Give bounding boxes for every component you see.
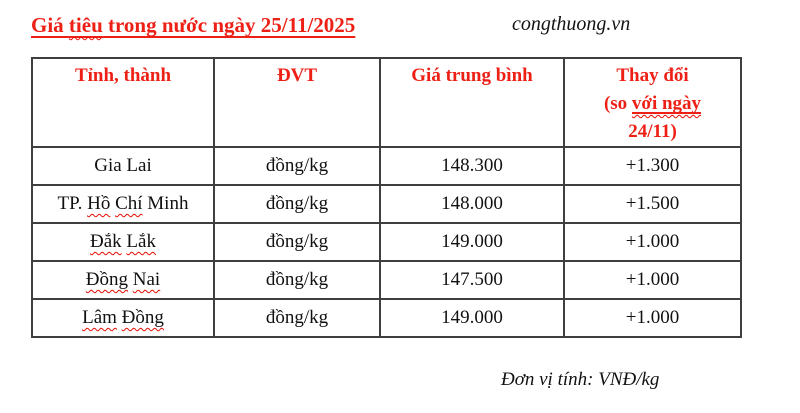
header-line: 24/11) (628, 121, 677, 142)
cell-avg-price: 149.000 (379, 222, 565, 262)
cell-avg-price: 148.000 (379, 184, 565, 224)
table-row: Gia Lai đồng/kg 148.300 +1.300 (31, 146, 742, 186)
title-misspelled-word: tiêu (68, 13, 103, 37)
cell-unit: đồng/kg (213, 298, 381, 338)
cell-province: Đồng Nai (31, 260, 215, 300)
spellcheck-squiggle: Chí (115, 193, 143, 214)
cell-change: +1.000 (563, 298, 742, 338)
cell-province: Lâm Đồng (31, 298, 215, 338)
cell-change: +1.000 (563, 222, 742, 262)
col-header-avg-price: Giá trung bình (379, 57, 565, 148)
cell-unit: đồng/kg (213, 222, 381, 262)
header-line: Thay đổi (616, 65, 689, 86)
cell-avg-price: 148.300 (379, 146, 565, 186)
cell-unit: đồng/kg (213, 260, 381, 300)
cell-province: TP. Hồ Chí Minh (31, 184, 215, 224)
col-header-unit: ĐVT (213, 57, 381, 148)
cell-change: +1.000 (563, 260, 742, 300)
spellcheck-squiggle: Nai (132, 269, 161, 290)
title-text-pre: Giá (31, 13, 69, 37)
cell-province: Đắk Lắk (31, 222, 215, 262)
site-watermark: congthuong.vn (512, 13, 631, 35)
col-header-province: Tỉnh, thành (31, 57, 215, 148)
cell-change: +1.500 (563, 184, 742, 224)
spellcheck-squiggle: Đồng (121, 307, 164, 328)
header-line: ĐVT (276, 65, 318, 86)
spellcheck-squiggle: Lắk (126, 231, 156, 252)
spellcheck-squiggle: Đồng (85, 269, 129, 290)
cell-avg-price: 149.000 (379, 298, 565, 338)
spellcheck-squiggle: với ngày (631, 93, 702, 114)
spellcheck-squiggle: Đắk (90, 231, 122, 252)
table-header-row: Tỉnh, thành ĐVT Giá trung bình Thay đổi (so … (31, 57, 742, 148)
price-table: Tỉnh, thành ĐVT Giá trung bình Thay đổi (so … (31, 57, 742, 338)
table-row: Đồng Nai đồng/kg 147.500 +1.000 (31, 260, 742, 300)
spellcheck-squiggle: Hồ (87, 193, 111, 214)
title-text-post: trong nước ngày 25/11/2025 (102, 13, 356, 37)
unit-note: Đơn vị tính: VNĐ/kg (501, 369, 660, 390)
cell-province: Gia Lai (31, 146, 215, 186)
cell-unit: đồng/kg (213, 146, 381, 186)
cell-unit: đồng/kg (213, 184, 381, 224)
cell-change: +1.300 (563, 146, 742, 186)
header-line: (so với ngày (603, 93, 702, 114)
page-title: Giá tiêu trong nước ngày 25/11/2025 (31, 13, 355, 38)
header-line: Tỉnh, thành (74, 65, 172, 86)
cell-avg-price: 147.500 (379, 260, 565, 300)
table-row: TP. Hồ Chí Minh đồng/kg 148.000 +1.500 (31, 184, 742, 224)
table-row: Lâm Đồng đồng/kg 149.000 +1.000 (31, 298, 742, 338)
col-header-change: Thay đổi (so với ngày 24/11) (563, 57, 742, 148)
spellcheck-squiggle: Lâm (82, 307, 117, 328)
table-row: Đắk Lắk đồng/kg 149.000 +1.000 (31, 222, 742, 262)
header-line: Giá trung bình (411, 65, 533, 86)
